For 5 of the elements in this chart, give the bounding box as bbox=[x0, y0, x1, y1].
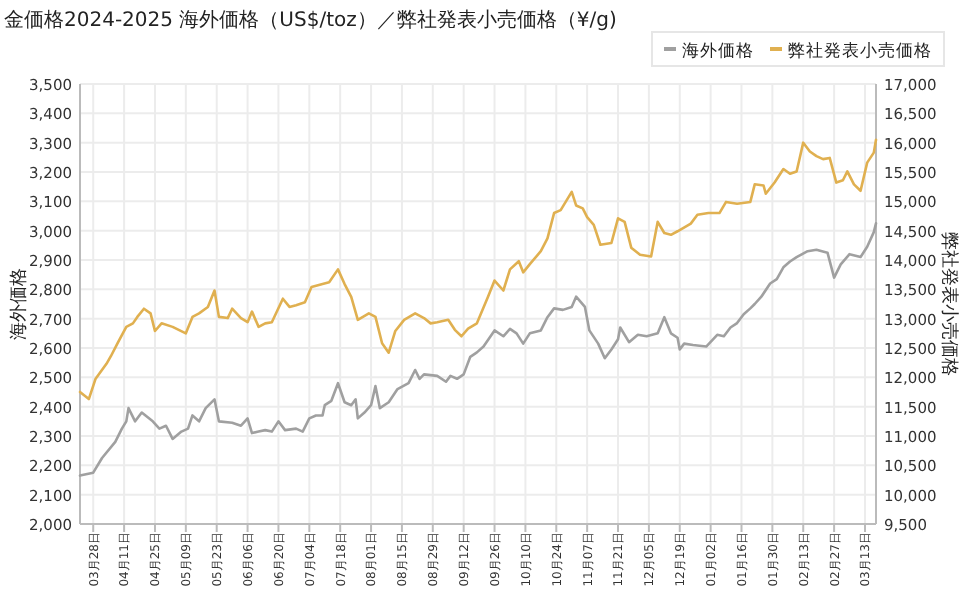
legend-label: 海外価格 bbox=[682, 40, 754, 62]
y-axis-title: 海外価格 bbox=[8, 268, 30, 340]
chart-title: 金価格2024-2025 海外価格（US$/toz）／弊社発表小売価格（¥/g) bbox=[4, 8, 617, 32]
y2-axis-title: 弊社発表小売価格 bbox=[938, 232, 960, 376]
legend-label: 弊社発表小売価格 bbox=[788, 40, 932, 62]
